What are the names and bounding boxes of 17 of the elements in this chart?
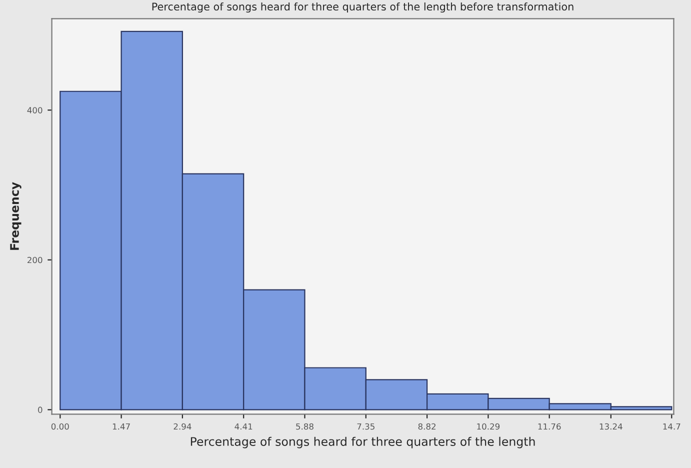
x-tick-label: 2.94 <box>174 423 192 430</box>
x-tick-label: 1.47 <box>112 423 130 430</box>
y-tick-label: 200 <box>28 256 42 264</box>
x-tick-label: 5.88 <box>296 423 314 430</box>
x-tick-label: 7.35 <box>357 423 374 430</box>
y-tick-label: 400 <box>27 107 42 114</box>
x-tick-label: 13.24 <box>600 423 622 430</box>
x-tick-label: 0.00 <box>51 423 69 430</box>
y-tick-label: 0 <box>38 406 42 413</box>
y-axis-title: Frequency <box>10 182 22 250</box>
x-tick-label: 4.41 <box>234 423 252 430</box>
x-tick-label: 8.82 <box>418 423 436 430</box>
x-tick-label: 10.29 <box>477 423 500 430</box>
x-tick-label: 14.7 <box>663 423 680 430</box>
x-axis-title: Percentage of songs heard for three quarters of the length <box>190 436 535 448</box>
x-tick-label: 11.76 <box>538 423 561 430</box>
chart-title: Percentage of songs heard for three quarters of the length before transformation <box>152 2 574 13</box>
